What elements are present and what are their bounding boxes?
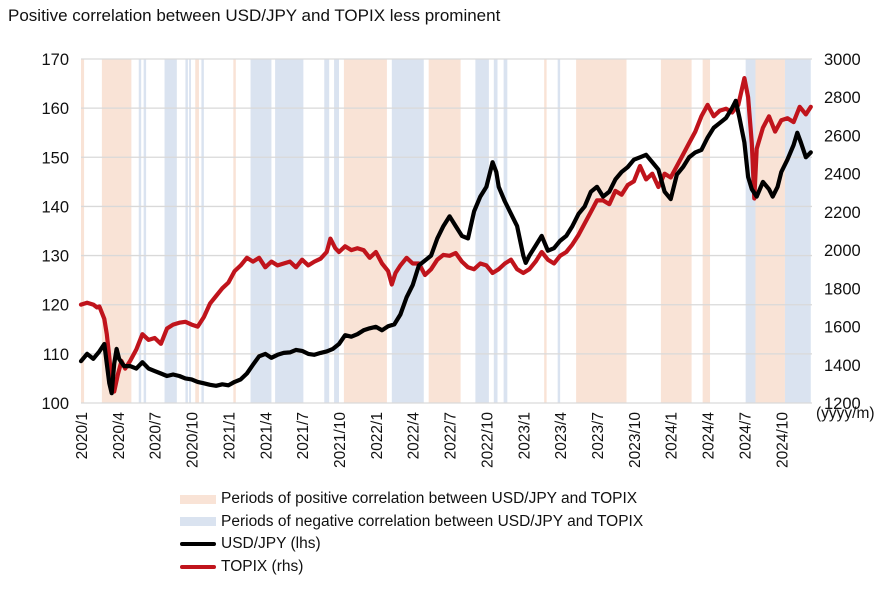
band-negative xyxy=(143,59,147,403)
band-positive xyxy=(576,59,627,403)
band-positive xyxy=(702,59,711,403)
x-tick-label: 2024/4 xyxy=(701,412,718,460)
series-lines xyxy=(78,76,813,396)
legend-label: TOPIX (rhs) xyxy=(221,557,304,575)
x-tick-label: 2021/10 xyxy=(332,412,349,468)
band-positive xyxy=(81,59,85,403)
legend-swatch-positive xyxy=(180,494,216,504)
band-negative xyxy=(475,59,489,403)
y-left-tick-label: 120 xyxy=(41,297,69,315)
x-tick-label: 2023/4 xyxy=(553,412,570,460)
x-tick-label: 2020/4 xyxy=(111,412,128,460)
band-negative xyxy=(557,59,561,403)
y-right-tick-label: 1200 xyxy=(824,395,861,413)
legend-label: USD/JPY (lhs) xyxy=(221,535,321,552)
band-negative xyxy=(503,59,508,403)
x-tick-label: 2021/1 xyxy=(221,412,238,459)
band-negative xyxy=(334,59,339,403)
legend-swatch-negative xyxy=(180,517,216,527)
band-negative xyxy=(493,59,498,403)
band-positive xyxy=(544,59,547,403)
band-negative xyxy=(185,59,188,403)
y-right-tick-label: 2200 xyxy=(824,204,861,222)
x-tick-label: 2022/4 xyxy=(406,412,423,460)
y-right-tick-label: 1400 xyxy=(824,357,861,375)
band-negative xyxy=(745,59,756,403)
legend-label: Periods of negative correlation between … xyxy=(221,512,644,530)
x-tick-label: 2023/10 xyxy=(627,412,644,468)
legend-item-negative: Periods of negative correlation between … xyxy=(180,511,643,534)
x-tick-label: 2022/10 xyxy=(479,412,496,468)
band-positive xyxy=(755,59,785,403)
band-positive xyxy=(428,59,461,403)
band-negative xyxy=(275,59,304,403)
band-negative xyxy=(391,59,424,403)
y-right-tick-label: 1600 xyxy=(824,319,861,337)
band-positive xyxy=(660,59,692,403)
legend-label: Periods of positive correlation between … xyxy=(221,490,638,507)
x-tick-label: 2023/7 xyxy=(590,412,607,459)
x-tick-label: 2021/4 xyxy=(258,412,275,460)
x-tick-label: 2022/1 xyxy=(369,412,386,459)
y-right-tick-label: 1800 xyxy=(824,280,861,298)
x-axis: 2020/1 2020/4 2020/7 2020/10 2021/1 2021/4 202… xyxy=(74,412,791,468)
x-tick-label: 2020/7 xyxy=(148,412,165,459)
legend-item-usdjpy: USD/JPY (lhs) xyxy=(180,533,643,556)
legend-item-topix: TOPIX (rhs) xyxy=(180,556,643,579)
correlation-bands xyxy=(81,59,811,403)
y-right-tick-label: 2800 xyxy=(824,89,861,107)
x-tick-label: 2023/1 xyxy=(516,412,533,459)
band-negative xyxy=(164,59,177,403)
band-negative xyxy=(324,59,330,403)
y-right-tick-label: 2000 xyxy=(824,242,861,260)
x-tick-label: 2022/7 xyxy=(443,412,460,459)
band-positive xyxy=(343,59,387,403)
chart-title: Positive correlation between USD/JPY and… xyxy=(8,6,501,25)
band-negative xyxy=(189,59,191,403)
x-axis-label: (yyyy/m) xyxy=(816,405,875,422)
legend-item-positive: Periods of positive correlation between … xyxy=(180,488,643,511)
y-axis-right: 1200 1400 1600 1800 2000 2200 2400 2600 2800 3000 xyxy=(824,51,861,413)
x-tick-label: 2020/1 xyxy=(74,412,91,459)
x-tick-label: 2024/1 xyxy=(664,412,681,459)
y-right-tick-label: 2600 xyxy=(824,127,861,145)
topix-line xyxy=(78,76,813,394)
y-left-tick-label: 130 xyxy=(41,248,69,266)
y-axis-left: 100 110 120 130 140 150 160 170 xyxy=(41,51,69,413)
y-left-tick-label: 110 xyxy=(43,346,69,364)
y-right-tick-label: 3000 xyxy=(824,51,861,69)
legend: Periods of positive correlation between … xyxy=(180,488,643,578)
x-tick-label: 2024/10 xyxy=(774,412,791,468)
y-left-tick-label: 100 xyxy=(41,395,69,413)
band-positive xyxy=(195,59,199,403)
band-negative xyxy=(138,59,142,403)
y-left-tick-label: 140 xyxy=(41,198,69,216)
usdjpy-line xyxy=(78,98,813,396)
y-left-tick-label: 160 xyxy=(41,100,69,118)
y-left-tick-label: 170 xyxy=(41,51,69,69)
y-left-tick-label: 150 xyxy=(41,149,69,167)
x-tick-label: 2021/7 xyxy=(295,412,312,459)
band-negative xyxy=(201,59,204,403)
band-negative xyxy=(250,59,272,403)
legend-swatch-topix xyxy=(180,564,216,569)
y-right-tick-label: 2400 xyxy=(824,166,861,184)
x-tick-label: 2024/7 xyxy=(737,412,754,459)
band-positive xyxy=(233,59,236,403)
x-tick-label: 2020/10 xyxy=(185,412,202,468)
legend-swatch-usdjpy xyxy=(180,542,216,547)
